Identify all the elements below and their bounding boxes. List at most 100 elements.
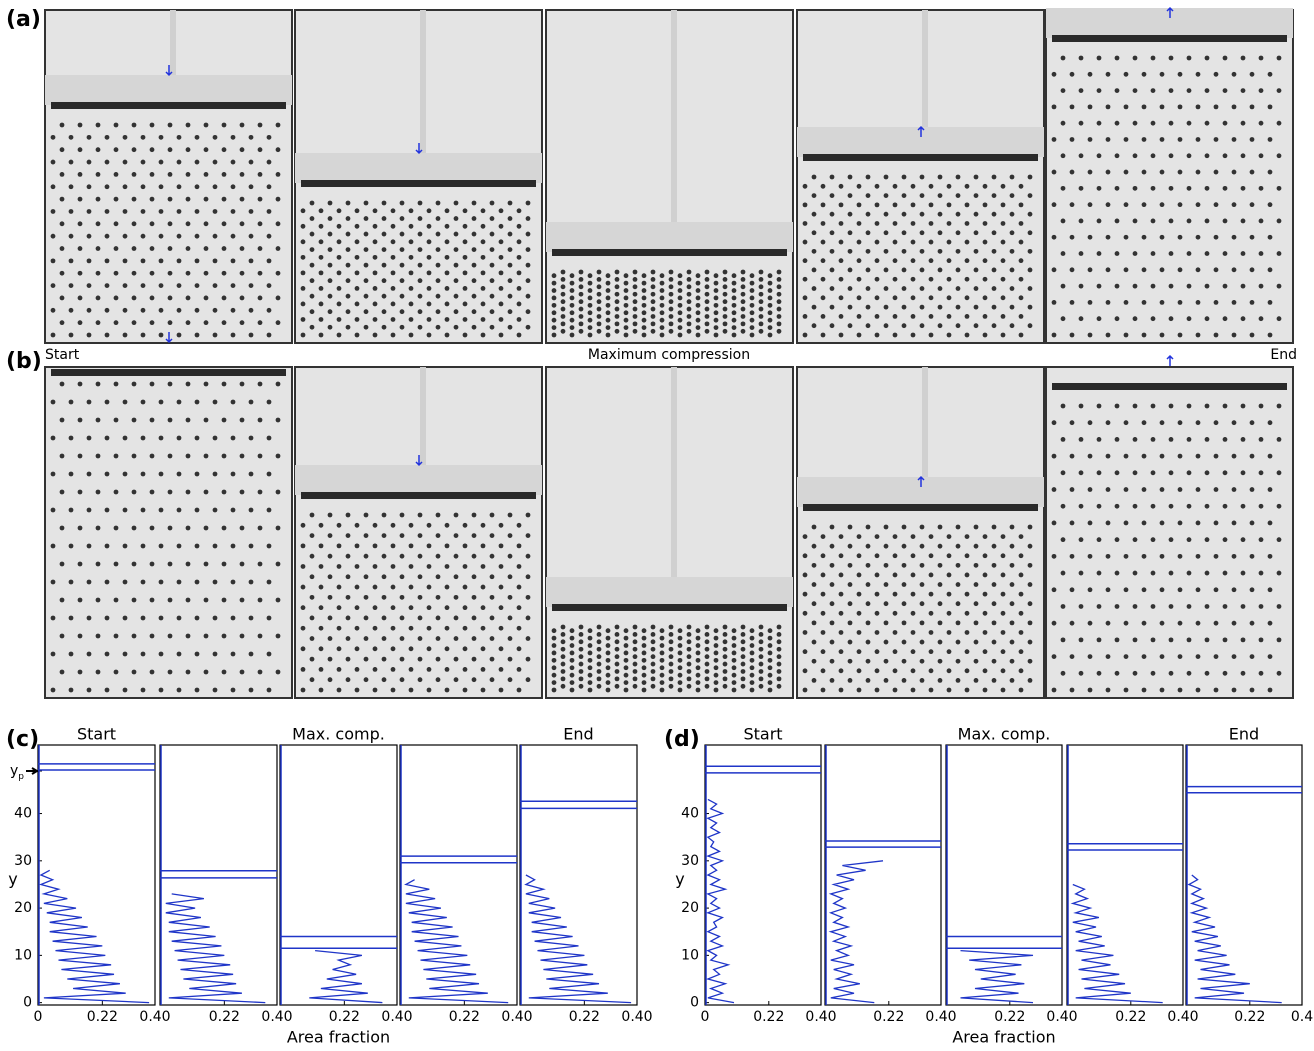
particle	[310, 294, 315, 299]
particle	[812, 678, 817, 683]
particle	[768, 318, 773, 323]
particle	[1070, 267, 1075, 272]
particle	[1250, 587, 1255, 592]
particle	[848, 678, 853, 683]
particle	[87, 333, 92, 338]
particle	[267, 616, 272, 621]
particle	[579, 277, 584, 282]
particle	[839, 221, 844, 226]
particle	[812, 193, 817, 198]
particle	[1241, 186, 1246, 191]
particle	[929, 553, 934, 558]
particle	[1133, 153, 1138, 158]
particle	[87, 580, 92, 585]
particle	[759, 299, 764, 304]
particle	[355, 286, 360, 291]
particle	[570, 296, 575, 301]
particle	[526, 201, 531, 206]
particle	[454, 247, 459, 252]
particle	[499, 564, 504, 569]
particle	[920, 249, 925, 254]
photo	[797, 10, 1044, 343]
particle	[1070, 521, 1075, 526]
particle	[177, 508, 182, 513]
particle	[454, 201, 459, 206]
particle	[1232, 521, 1237, 526]
particle	[168, 197, 173, 202]
particle	[759, 662, 764, 667]
particle	[1142, 333, 1147, 338]
particle	[830, 620, 835, 625]
particle	[1241, 284, 1246, 289]
particle	[714, 680, 719, 685]
particle	[78, 320, 83, 325]
particle	[741, 632, 746, 637]
particle	[660, 296, 665, 301]
particle	[69, 283, 74, 288]
particle	[974, 268, 979, 273]
photo	[546, 367, 793, 698]
particle	[857, 592, 862, 597]
particle	[490, 309, 495, 314]
particle	[427, 208, 432, 213]
particle	[240, 670, 245, 675]
particle	[705, 654, 710, 659]
particle	[195, 160, 200, 165]
particle	[517, 543, 522, 548]
particle	[177, 234, 182, 239]
particle	[1268, 202, 1273, 207]
particle	[1259, 571, 1264, 576]
particle	[87, 688, 92, 693]
particle	[723, 292, 728, 297]
particle	[258, 382, 263, 387]
particle	[213, 308, 218, 313]
particle	[1268, 104, 1273, 109]
particle	[803, 534, 808, 539]
particle	[803, 202, 808, 207]
particle	[768, 628, 773, 633]
particle	[1160, 621, 1165, 626]
particle	[1205, 186, 1210, 191]
particle	[597, 277, 602, 282]
particle	[490, 657, 495, 662]
particle	[830, 286, 835, 291]
particle	[481, 208, 486, 213]
particle	[929, 258, 934, 263]
particle	[821, 611, 826, 616]
particle	[418, 263, 423, 268]
particle	[1196, 454, 1201, 459]
particle	[830, 212, 835, 217]
particle	[1079, 219, 1084, 224]
particle	[319, 302, 324, 307]
particle	[884, 563, 889, 568]
particle	[1052, 587, 1057, 592]
particle	[1115, 637, 1120, 642]
particle	[355, 523, 360, 528]
particle	[204, 123, 209, 128]
particle	[1079, 437, 1084, 442]
particle	[893, 202, 898, 207]
particle	[400, 616, 405, 621]
particle	[87, 258, 92, 263]
particle	[517, 224, 522, 229]
particle	[1079, 470, 1084, 475]
particle	[624, 665, 629, 670]
particle	[696, 673, 701, 678]
particle	[615, 625, 620, 630]
particle	[678, 281, 683, 286]
particle	[1133, 404, 1138, 409]
particle	[391, 605, 396, 610]
particle	[642, 325, 647, 330]
particle	[195, 184, 200, 189]
particle	[301, 543, 306, 548]
particle	[552, 296, 557, 301]
particle	[615, 329, 620, 334]
particle	[768, 325, 773, 330]
particle	[1160, 170, 1165, 175]
particle	[1079, 56, 1084, 61]
particle	[911, 184, 916, 189]
particle	[839, 333, 844, 338]
particle	[114, 296, 119, 301]
particle	[1187, 153, 1192, 158]
particle	[1151, 604, 1156, 609]
